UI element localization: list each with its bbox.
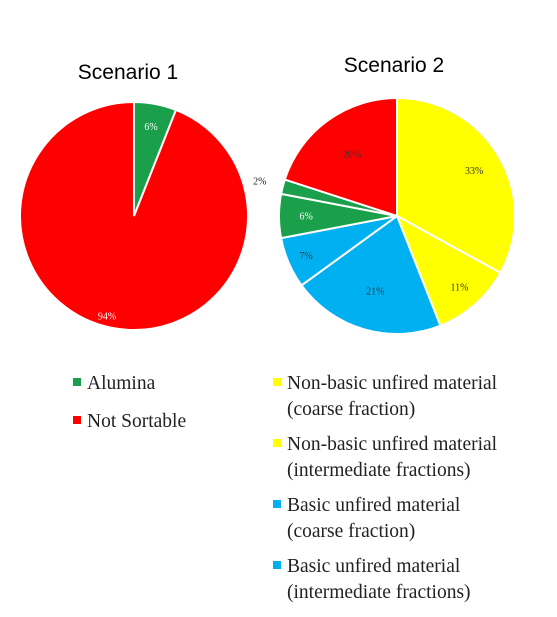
pie-2-data-label-2: 11% — [450, 282, 468, 293]
legend-1-label-alumina: Alumina — [87, 373, 156, 394]
pie-1-data-label-1: 6% — [144, 122, 157, 133]
legend-2-label-4-line-1: Basic unfired material — [287, 556, 461, 577]
pie-2-slice-1-non-basic-unfired-material-coarse-fraction — [396, 96, 516, 275]
pie-2-slice-2-non-basic-unfired-material-intermediate-fractions — [395, 213, 502, 328]
legend-1-marker-not-sortable — [73, 416, 81, 424]
pie-scenario-1: 6% 94% — [19, 100, 249, 331]
legend-2-label-3-line-2: (coarse fraction) — [287, 521, 415, 542]
legend-2-label-4-line-2: (intermediate fractions) — [287, 582, 471, 603]
legend-2-marker-1 — [273, 378, 281, 386]
legend-2-marker-2 — [273, 439, 281, 447]
pie-2-slice-3-basic-unfired-material-coarse-fraction — [300, 214, 442, 335]
legend-1-label-not-sortable: Not Sortable — [87, 411, 186, 432]
legend-2-label-2-line-1: Non-basic unfired material — [287, 434, 498, 455]
chart-title-scenario-1: Scenario 1 — [78, 61, 178, 84]
legend-1-marker-alumina — [73, 378, 81, 386]
legend-2-marker-3 — [273, 500, 281, 508]
legend-2-label-2-line-2: (intermediate fractions) — [287, 460, 471, 481]
pie-2-data-label-3: 21% — [366, 286, 384, 297]
legend-2-label-1-line-1: Non-basic unfired material — [287, 373, 498, 394]
pie-2-data-label-4: 7% — [299, 251, 312, 262]
pie-2-slice-7-not-sortable — [283, 96, 398, 218]
chart-title-scenario-2: Scenario 2 — [344, 54, 444, 77]
legend-scenario-1: Alumina Not Sortable — [73, 373, 186, 432]
pie-2-data-label-7: 20% — [343, 149, 361, 160]
pie-1-data-label-2: 94% — [98, 312, 116, 323]
pie-2-data-label-1: 33% — [465, 166, 483, 177]
pie-2-data-label-6: 2% — [253, 176, 266, 187]
legend-2-marker-4 — [273, 561, 281, 569]
legend-scenario-2: Non-basic unfired material (coarse fracti… — [273, 373, 498, 603]
legend-2-label-1-line-2: (coarse fraction) — [287, 399, 415, 420]
pie-2-data-label-5: 6% — [299, 212, 312, 223]
legend-2-label-3-line-1: Basic unfired material — [287, 495, 461, 516]
pie-1-slice-2-not-sortable — [19, 100, 249, 331]
pie-scenario-2: 33% 11% 21% 7% 6% 2% 20% — [253, 96, 516, 335]
